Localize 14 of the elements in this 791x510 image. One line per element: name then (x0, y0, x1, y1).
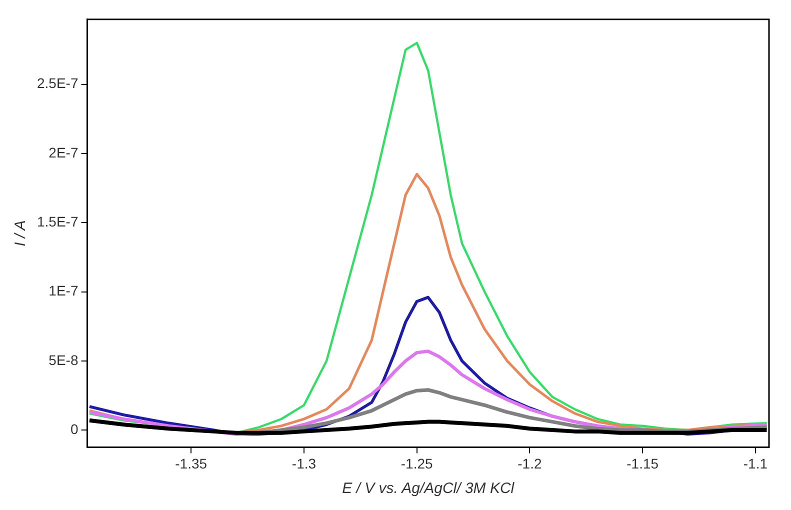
y-tick-label: 0 (70, 420, 78, 437)
x-tick-label: -1.2 (518, 455, 542, 472)
x-axis-title: E / V vs. Ag/AgCl/ 3M KCl (342, 480, 515, 498)
x-tick-label: -1.3 (292, 455, 316, 472)
x-tick-label: -1.25 (400, 455, 433, 472)
y-tick-label: 1.5E-7 (37, 214, 78, 230)
y-tick-label: 5E-8 (48, 352, 78, 368)
y-axis-title: I / A (12, 220, 30, 246)
y-tick-label: 2.5E-7 (37, 75, 78, 92)
x-tick-label: -1.35 (175, 455, 208, 472)
y-tick-label: 2E-7 (48, 144, 78, 160)
x-tick-label: -1.1 (743, 455, 768, 472)
x-tick-label: -1.15 (626, 455, 659, 472)
y-tick-label: 1E-7 (48, 282, 78, 299)
